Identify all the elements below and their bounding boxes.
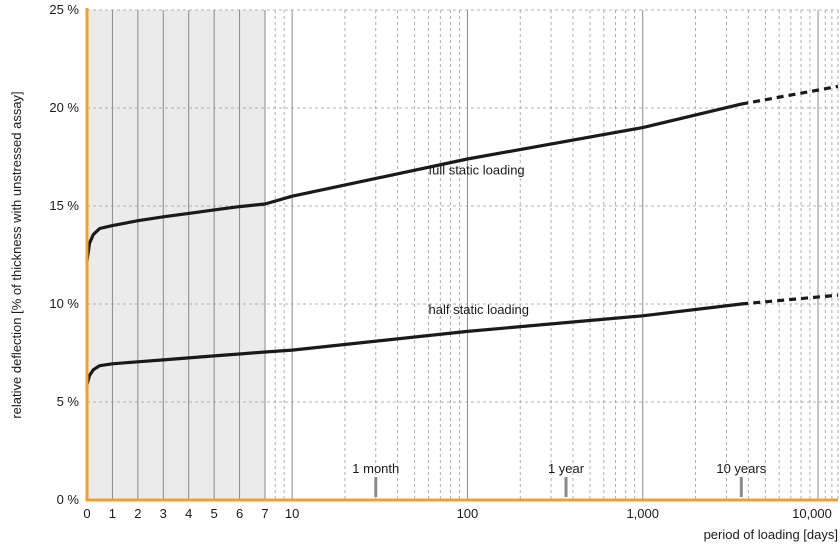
series-line xyxy=(85,302,743,386)
x-tick-label: 4 xyxy=(185,506,192,521)
x-tick-label: 6 xyxy=(236,506,243,521)
x-tick-label: 3 xyxy=(160,506,167,521)
x-tick-label: 1 xyxy=(109,506,116,521)
annotations: 1 month 1 year 10 years xyxy=(352,461,767,497)
x-tick-label: 10 xyxy=(285,506,299,521)
x-tick-label: 1,000 xyxy=(626,506,659,521)
x-tick-label: 7 xyxy=(261,506,268,521)
y-tick-label: 10 % xyxy=(49,296,79,311)
y-tick-label: 25 % xyxy=(49,2,79,17)
annotation-label: 1 year xyxy=(548,461,585,476)
series-label: half static loading xyxy=(429,302,529,317)
series-extrapolation xyxy=(741,84,839,106)
x-tick-labels: 0 1 2 3 4 5 6 7 10 100 1,000 10,000 xyxy=(83,506,832,521)
series-label: full static loading xyxy=(429,163,525,178)
x-tick-label: 100 xyxy=(457,506,479,521)
x-axis-title: period of loading [days] xyxy=(704,527,838,542)
series-lines: full static loading half static loading xyxy=(85,84,839,386)
x-tick-label: 2 xyxy=(134,506,141,521)
minor-gridlines xyxy=(274,10,839,500)
y-tick-label: 5 % xyxy=(57,394,80,409)
major-gridlines xyxy=(87,9,838,500)
y-tick-label: 15 % xyxy=(49,198,79,213)
y-tick-label: 20 % xyxy=(49,100,79,115)
x-tick-label: 0 xyxy=(83,506,90,521)
annotation-label: 10 years xyxy=(716,461,766,476)
y-tick-label: 0 % xyxy=(57,492,80,507)
x-tick-label: 5 xyxy=(211,506,218,521)
y-tick-labels: 0 % 5 % 10 % 15 % 20 % 25 % xyxy=(49,2,79,507)
series-extrapolation xyxy=(741,293,839,306)
series-line xyxy=(85,102,743,263)
shaded-region xyxy=(87,10,265,500)
annotation-label: 1 month xyxy=(352,461,399,476)
x-tick-label: 10,000 xyxy=(792,506,832,521)
y-axis-title: relative deflection [% of thickness with… xyxy=(9,91,24,418)
